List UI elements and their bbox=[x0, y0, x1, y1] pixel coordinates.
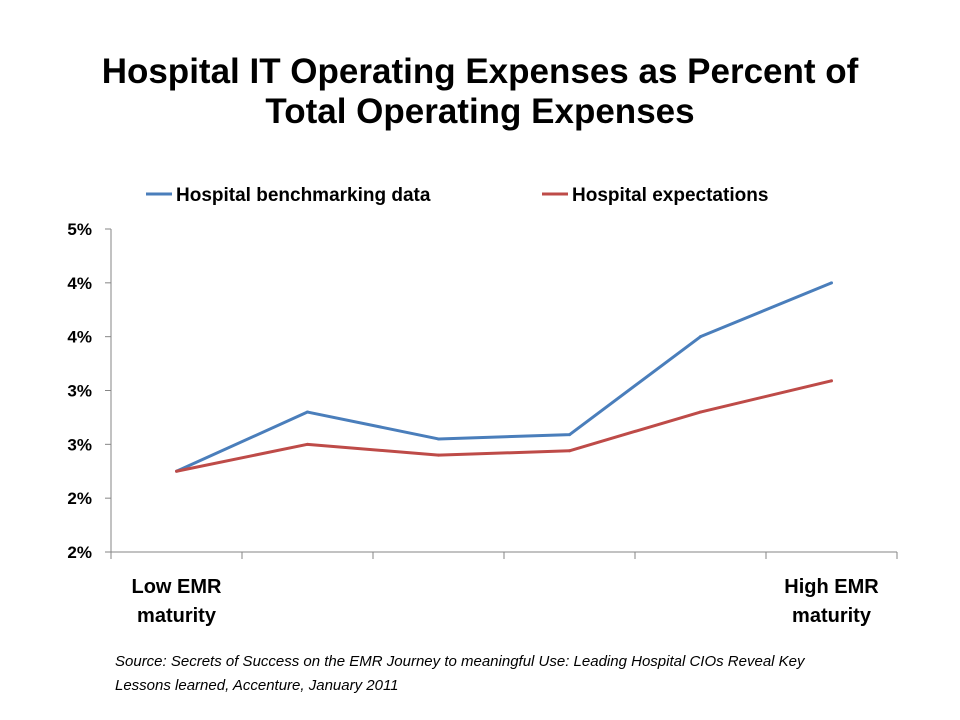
series-line-1 bbox=[175, 281, 833, 473]
legend-label-1: Hospital benchmarking data bbox=[176, 185, 431, 206]
data-point bbox=[830, 281, 833, 285]
x-category-label: Low EMR bbox=[132, 576, 223, 598]
data-point bbox=[568, 433, 571, 437]
x-category-label: maturity bbox=[792, 605, 872, 627]
series-line-2 bbox=[176, 379, 832, 473]
data-point bbox=[437, 437, 440, 441]
y-tick-label: 2% bbox=[67, 489, 92, 508]
chart-title-line-1: Hospital IT Operating Expenses as Percen… bbox=[101, 52, 859, 91]
data-point bbox=[699, 410, 702, 414]
data-point bbox=[830, 379, 833, 383]
data-point bbox=[306, 410, 309, 414]
y-tick-label: 4% bbox=[67, 328, 92, 347]
y-tick-label: 3% bbox=[67, 435, 92, 454]
y-tick-label: 4% bbox=[67, 274, 92, 293]
data-point bbox=[175, 469, 178, 473]
x-category-label: High EMR bbox=[784, 576, 879, 598]
data-point bbox=[568, 449, 571, 453]
x-category-label: maturity bbox=[137, 605, 217, 627]
data-point bbox=[306, 442, 309, 446]
source-line-2: Lessons learned, Accenture, January 2011 bbox=[115, 677, 399, 694]
y-tick-label: 2% bbox=[67, 543, 92, 562]
source-line-1: Source: Secrets of Success on the EMR Jo… bbox=[115, 653, 805, 670]
data-point bbox=[437, 453, 440, 457]
data-point bbox=[699, 335, 702, 339]
y-tick-label: 5% bbox=[67, 220, 92, 239]
chart-title-line-2: Total Operating Expenses bbox=[265, 92, 695, 131]
y-tick-label: 3% bbox=[67, 382, 92, 401]
legend-label-2: Hospital expectations bbox=[572, 185, 768, 206]
